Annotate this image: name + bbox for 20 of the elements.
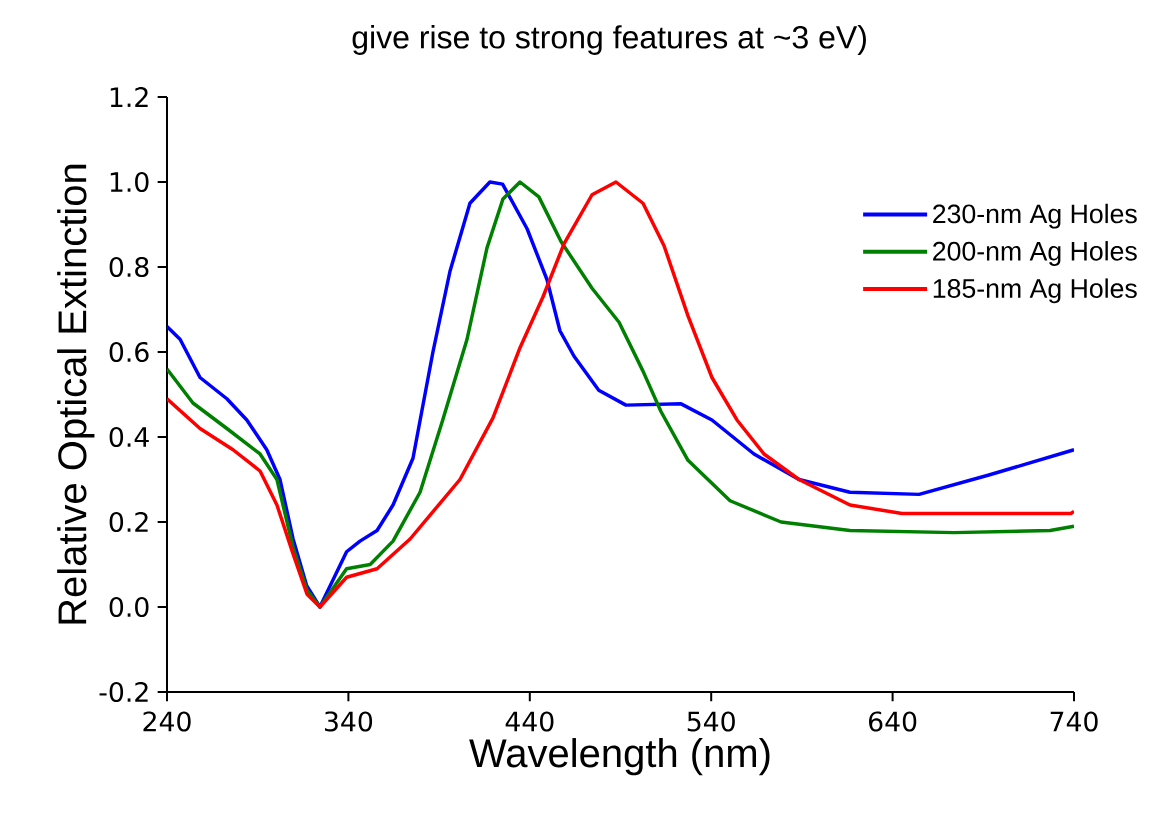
y-tick-label: 0.8 bbox=[109, 256, 149, 278]
legend-label: 200-nm Ag Holes bbox=[933, 241, 1137, 266]
x-tick-label: 340 bbox=[324, 711, 373, 732]
y-tick-label: 0.6 bbox=[109, 341, 149, 363]
y-tick-label: 1.2 bbox=[110, 87, 148, 107]
legend-label: 230-nm Ag Holes bbox=[933, 203, 1137, 229]
x-tick-label: 640 bbox=[869, 711, 917, 732]
x-tick-label: 740 bbox=[1050, 711, 1098, 732]
x-tick-label: 540 bbox=[687, 711, 735, 732]
y-tick-label: 0.4 bbox=[109, 426, 149, 448]
y-axis-title: Relative Optical Extinction bbox=[57, 164, 95, 624]
x-axis-title: Wavelength (nm) bbox=[469, 738, 770, 776]
y-tick-label: -0.2 bbox=[99, 681, 148, 703]
y-tick-label: 1.0 bbox=[110, 171, 149, 193]
y-tick-label: 0.0 bbox=[109, 596, 149, 618]
y-tick-label: 0.2 bbox=[109, 511, 148, 533]
x-tick-label: 440 bbox=[505, 711, 554, 732]
chart-title: give rise to strong features at ~3 eV) bbox=[352, 25, 866, 55]
x-tick-label: 240 bbox=[143, 711, 191, 732]
legend-label: 185-nm Ag Holes bbox=[933, 278, 1137, 304]
